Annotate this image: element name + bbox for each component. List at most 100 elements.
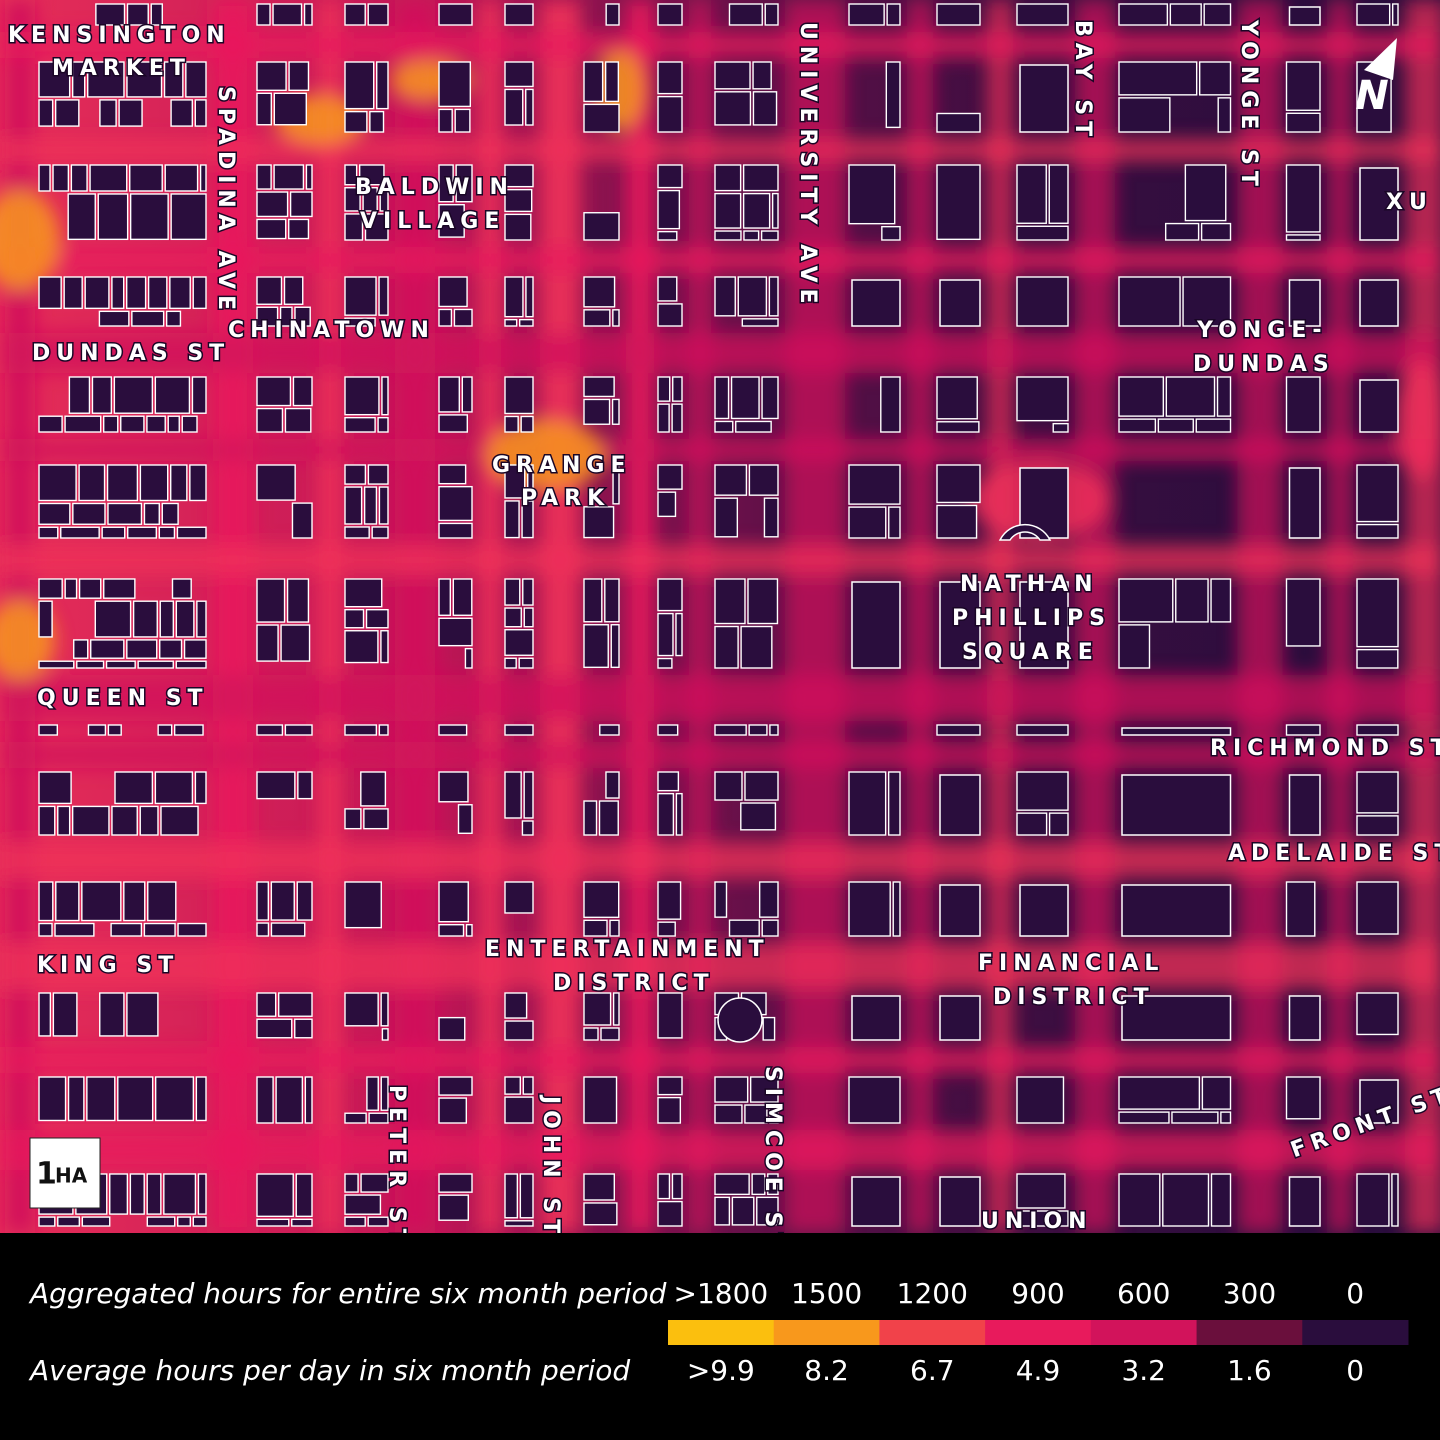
- neighborhood-label: YONGE-: [1196, 318, 1327, 343]
- neighborhood-label: PHILLIPS: [952, 606, 1111, 631]
- building: [714, 276, 736, 317]
- landmark: [998, 523, 1052, 541]
- building: [438, 771, 469, 803]
- building: [95, 3, 126, 26]
- building: [1016, 3, 1069, 26]
- building: [1184, 164, 1227, 222]
- building: [609, 919, 620, 937]
- building: [1200, 222, 1232, 241]
- building: [438, 308, 453, 327]
- building: [68, 376, 91, 414]
- building: [1285, 1076, 1321, 1120]
- street-heat: [0, 1047, 1440, 1073]
- building: [1203, 3, 1232, 26]
- building: [173, 724, 204, 736]
- street-heat: [626, 0, 654, 1233]
- building: [657, 657, 673, 669]
- building: [1016, 376, 1069, 422]
- building: [170, 193, 207, 241]
- building: [71, 805, 110, 836]
- building: [657, 1076, 683, 1096]
- building: [504, 771, 522, 819]
- building: [438, 485, 473, 522]
- building: [521, 820, 534, 836]
- building: [751, 1173, 766, 1196]
- building: [284, 724, 313, 736]
- map: [0, 0, 1440, 1233]
- building: [452, 578, 473, 616]
- building: [143, 922, 176, 937]
- building: [728, 919, 760, 937]
- building: [63, 276, 83, 310]
- building: [360, 771, 387, 807]
- legend-swatch: [1302, 1320, 1409, 1345]
- legend-per-day: >9.9: [687, 1354, 755, 1387]
- building: [137, 660, 174, 669]
- building: [1216, 376, 1232, 417]
- building: [748, 724, 768, 736]
- street-heat: [395, 0, 435, 1233]
- building: [600, 1027, 620, 1041]
- building: [344, 526, 370, 539]
- building: [583, 103, 620, 133]
- building: [1019, 884, 1069, 937]
- neighborhood-label: CHINATOWN: [228, 318, 435, 343]
- neighborhood-label: UNION: [981, 1209, 1093, 1234]
- building: [764, 3, 779, 26]
- building: [73, 639, 89, 659]
- building: [101, 526, 126, 539]
- building: [379, 187, 389, 212]
- legend-swatch: [1196, 1320, 1303, 1345]
- street-label: PETER ST: [384, 1085, 409, 1250]
- building: [175, 660, 207, 669]
- building: [256, 1018, 293, 1039]
- building: [256, 306, 279, 327]
- building: [57, 805, 71, 836]
- building: [38, 922, 53, 937]
- building: [504, 188, 533, 213]
- building: [1118, 1173, 1161, 1227]
- building: [159, 639, 183, 659]
- building: [504, 1173, 519, 1219]
- building: [714, 91, 752, 126]
- building: [657, 464, 683, 490]
- building: [123, 881, 146, 922]
- building: [504, 607, 522, 628]
- building: [771, 192, 779, 229]
- street-heat: [0, 439, 1440, 461]
- building: [344, 3, 366, 26]
- building: [504, 500, 520, 539]
- building: [192, 1216, 207, 1227]
- building: [522, 578, 534, 606]
- building: [191, 376, 207, 414]
- legend-per-day: 0: [1346, 1354, 1364, 1387]
- building: [365, 608, 389, 629]
- building: [38, 881, 54, 922]
- building: [38, 464, 77, 502]
- building: [742, 192, 771, 229]
- heat-spot: [1395, 360, 1440, 480]
- building: [294, 306, 311, 327]
- building: [848, 771, 887, 836]
- heat-layer: [0, 0, 1440, 1233]
- building: [1356, 724, 1399, 736]
- building: [64, 415, 102, 433]
- building: [270, 881, 295, 921]
- building: [1016, 724, 1069, 736]
- building: [126, 61, 163, 98]
- neighborhood-label: XU: [1386, 190, 1433, 215]
- building: [504, 629, 534, 656]
- building: [164, 164, 199, 192]
- building: [377, 416, 389, 433]
- building: [888, 506, 901, 539]
- building: [518, 657, 534, 669]
- building: [107, 724, 122, 736]
- building: [60, 526, 100, 539]
- street-heat: [0, 943, 1440, 989]
- building: [154, 376, 191, 414]
- building: [1052, 422, 1069, 433]
- street-heat: [0, 842, 1440, 878]
- building: [277, 992, 313, 1017]
- building: [714, 771, 743, 801]
- building: [296, 881, 313, 921]
